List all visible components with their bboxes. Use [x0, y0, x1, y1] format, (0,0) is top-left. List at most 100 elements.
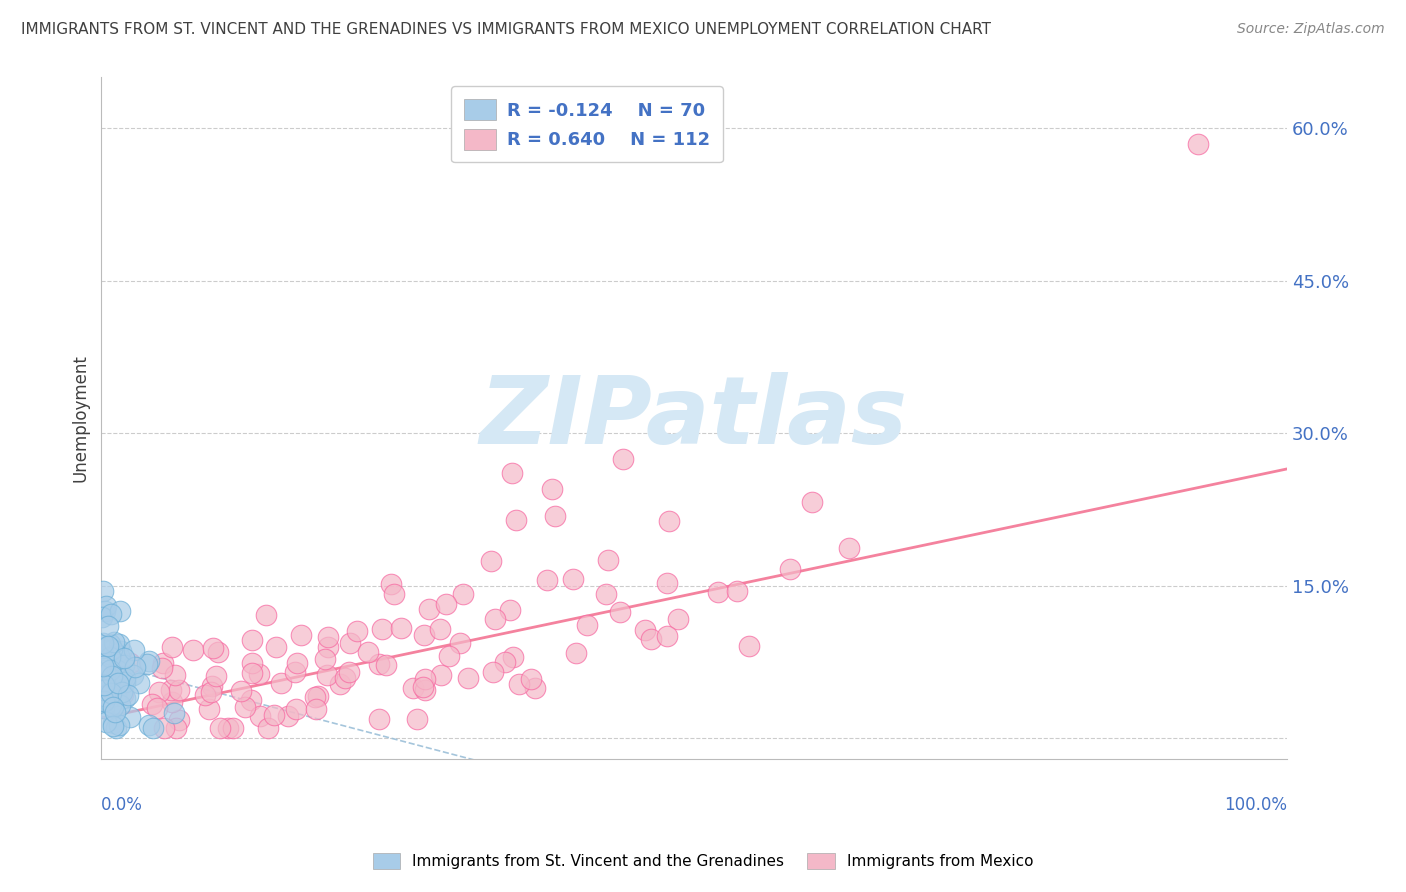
Point [162, 640, 184, 654]
Point [242, 656, 264, 670]
Point [256, 721, 278, 735]
Point [263, 707, 285, 722]
Point [357, 645, 380, 659]
Point [523, 681, 546, 695]
Point [103, 635, 125, 649]
Point [640, 632, 662, 646]
Point [657, 575, 679, 590]
Point [576, 617, 599, 632]
Point [194, 688, 217, 702]
Point [100, 642, 122, 657]
Point [108, 698, 131, 713]
Point [122, 668, 145, 682]
Point [634, 624, 657, 638]
Point [101, 715, 124, 730]
Point [479, 554, 502, 568]
Point [93, 678, 115, 692]
Point [108, 637, 131, 651]
Point [160, 695, 183, 709]
Point [264, 640, 287, 654]
Point [254, 608, 277, 623]
Point [96, 714, 118, 729]
Point [231, 684, 253, 698]
Point [94, 599, 117, 614]
Point [328, 677, 350, 691]
Point [152, 721, 174, 735]
Point [208, 721, 231, 735]
Point [142, 721, 165, 735]
Point [249, 709, 271, 723]
Point [544, 509, 567, 524]
Point [430, 668, 453, 682]
Point [91, 638, 114, 652]
Point [285, 656, 308, 670]
Point [412, 680, 434, 694]
Point [205, 669, 228, 683]
Point [655, 629, 678, 643]
Point [105, 721, 128, 735]
Point [305, 701, 328, 715]
Text: 0.0%: 0.0% [101, 797, 143, 814]
Point [94, 667, 117, 681]
Point [609, 605, 631, 619]
Point [98, 637, 121, 651]
Point [457, 671, 479, 685]
Point [413, 673, 436, 687]
Text: ZIPatlas: ZIPatlas [479, 372, 908, 464]
Point [484, 612, 506, 626]
Point [167, 683, 190, 698]
Point [101, 669, 124, 683]
Point [93, 701, 115, 715]
Point [98, 686, 121, 700]
Point [367, 713, 389, 727]
Point [316, 668, 339, 682]
Point [277, 709, 299, 723]
Point [707, 585, 730, 599]
Point [111, 685, 134, 699]
Point [1187, 136, 1209, 151]
Point [117, 689, 139, 703]
Point [160, 683, 183, 698]
Point [114, 691, 136, 706]
Point [111, 687, 134, 701]
Point [91, 640, 114, 655]
Point [103, 673, 125, 687]
Point [165, 668, 187, 682]
Point [167, 713, 190, 727]
Point [97, 639, 120, 653]
Point [666, 612, 689, 626]
Point [217, 721, 239, 735]
Point [108, 604, 131, 618]
Point [100, 686, 122, 700]
Point [104, 705, 127, 719]
Point [838, 541, 860, 555]
Point [595, 587, 617, 601]
Point [240, 632, 263, 647]
Point [93, 663, 115, 677]
Point [124, 660, 146, 674]
Point [499, 602, 522, 616]
Point [136, 657, 159, 671]
Point [240, 665, 263, 680]
Point [439, 648, 461, 663]
Point [200, 685, 222, 699]
Point [112, 658, 135, 673]
Y-axis label: Unemployment: Unemployment [72, 354, 89, 482]
Legend: R = -0.124    N = 70, R = 0.640    N = 112: R = -0.124 N = 70, R = 0.640 N = 112 [451, 87, 723, 162]
Point [502, 650, 524, 665]
Point [316, 640, 339, 654]
Point [103, 668, 125, 682]
Point [94, 690, 117, 704]
Point [112, 669, 135, 683]
Point [380, 577, 402, 591]
Point [181, 643, 204, 657]
Point [725, 584, 748, 599]
Point [562, 573, 585, 587]
Point [93, 584, 115, 599]
Point [93, 683, 115, 698]
Point [128, 676, 150, 690]
Point [124, 643, 146, 657]
Point [108, 648, 131, 663]
Point [429, 622, 451, 636]
Point [371, 622, 394, 636]
